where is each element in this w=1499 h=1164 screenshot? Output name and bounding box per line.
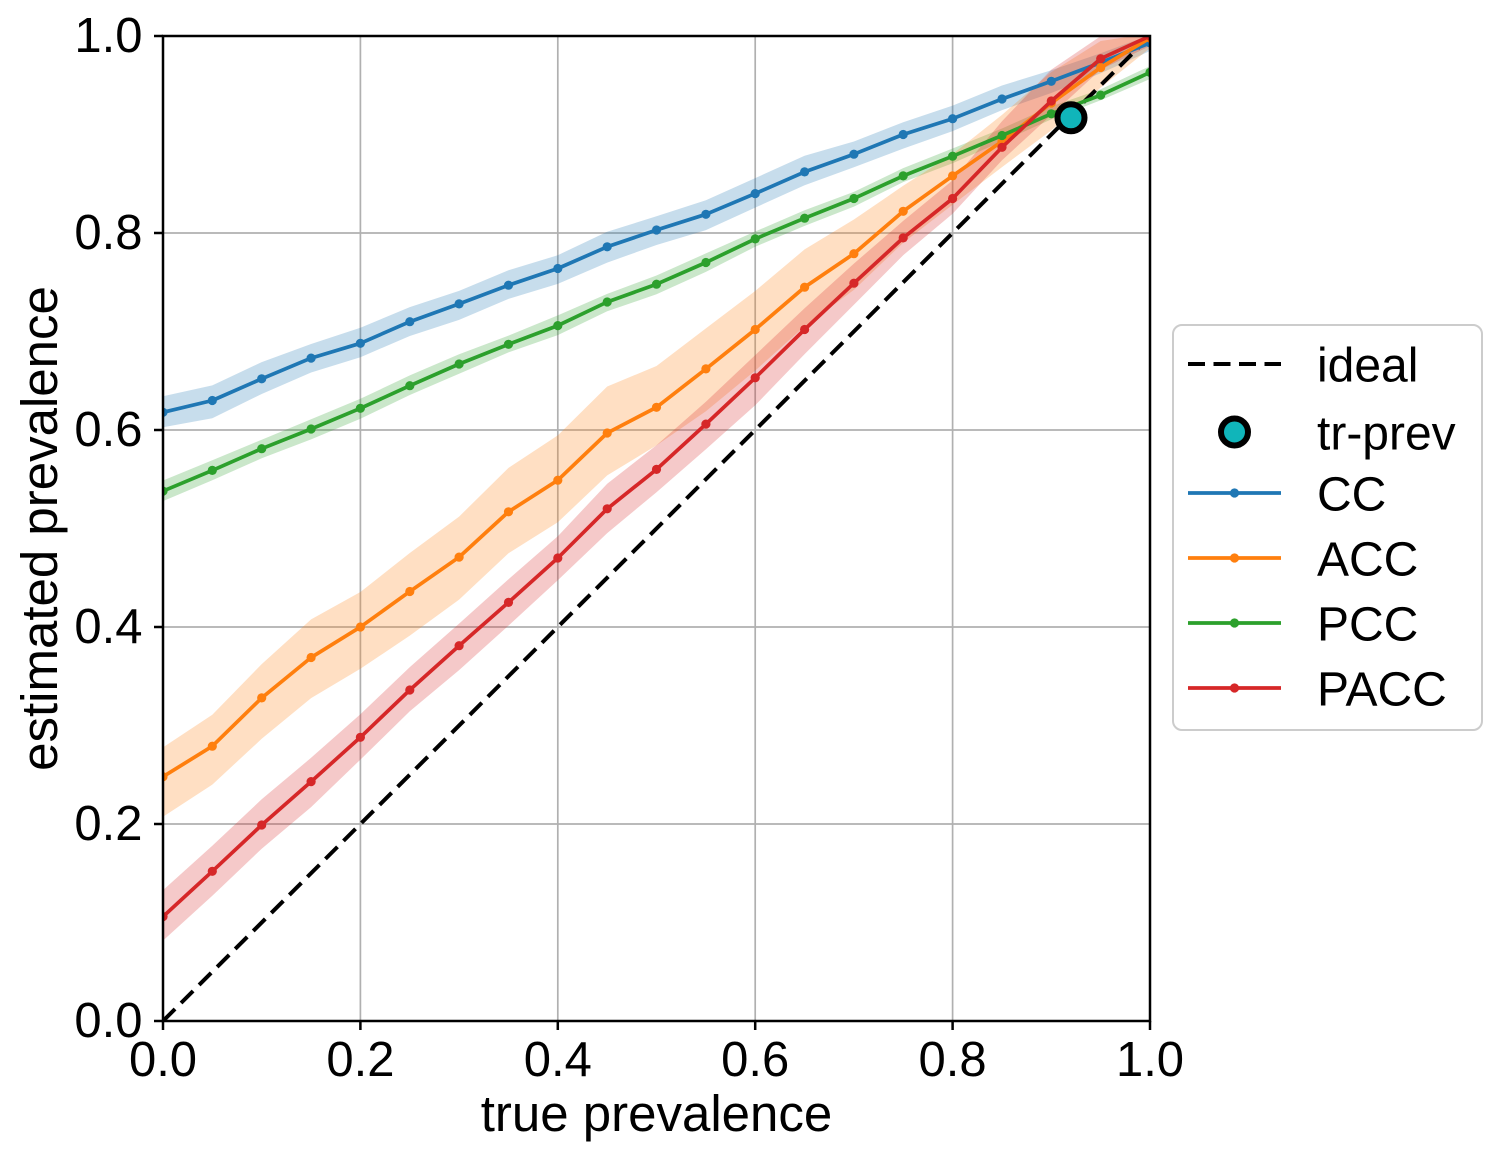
svg-text:ACC: ACC	[1317, 534, 1418, 587]
svg-text:1.0: 1.0	[74, 9, 142, 63]
svg-text:1.0: 1.0	[1116, 1033, 1184, 1087]
svg-text:0.8: 0.8	[74, 206, 142, 260]
svg-text:0.6: 0.6	[74, 403, 142, 457]
svg-text:CC: CC	[1317, 469, 1386, 522]
svg-text:0.4: 0.4	[524, 1033, 592, 1087]
svg-text:tr-prev: tr-prev	[1317, 408, 1456, 461]
svg-text:0.0: 0.0	[74, 994, 142, 1048]
svg-text:true prevalence: true prevalence	[481, 1085, 833, 1142]
svg-text:PACC: PACC	[1317, 664, 1447, 717]
svg-text:PCC: PCC	[1317, 599, 1418, 652]
svg-text:0.8: 0.8	[919, 1033, 987, 1087]
svg-text:0.4: 0.4	[74, 600, 142, 654]
svg-text:0.0: 0.0	[129, 1033, 197, 1087]
svg-text:0.2: 0.2	[326, 1033, 394, 1087]
svg-text:0.2: 0.2	[74, 797, 142, 851]
svg-text:estimated prevalence: estimated prevalence	[11, 286, 68, 771]
svg-text:0.6: 0.6	[721, 1033, 789, 1087]
svg-text:ideal: ideal	[1317, 340, 1418, 393]
